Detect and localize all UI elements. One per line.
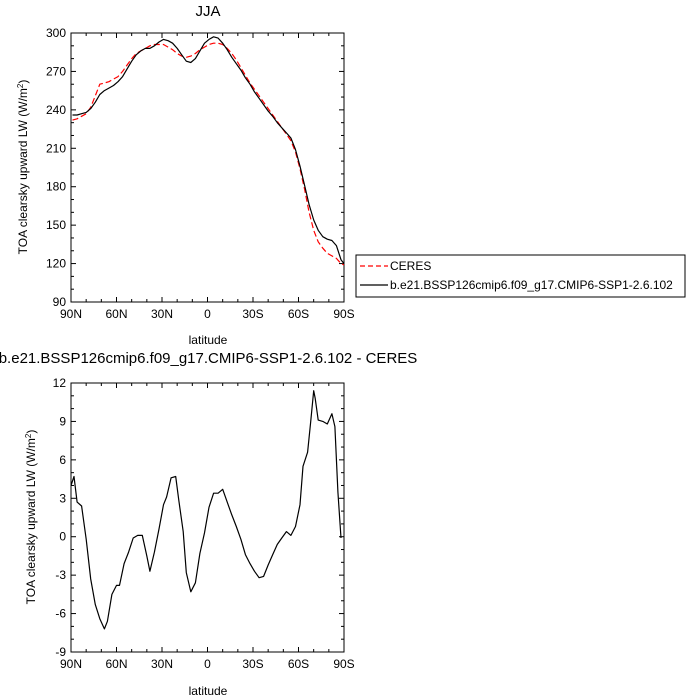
difference-plot-area: 90N 60N 30N 0 30S 60S 90S -9 -6 -3 0 3 6 9 12	[53, 376, 355, 671]
top-y-tick-label: 120	[46, 257, 66, 271]
top-x-tick-label: 30N	[151, 307, 173, 321]
top-series-line-0	[72, 42, 345, 266]
bottom-x-tick-label: 60N	[105, 657, 127, 671]
bottom-x-tick-label: 60S	[288, 657, 309, 671]
legend-item-ceres: CERES	[360, 259, 431, 273]
top-y-tick-label: 240	[46, 103, 66, 117]
bottom-x-tick-label: 90N	[60, 657, 82, 671]
legend-box	[355, 254, 686, 298]
top-y-tick-label: 150	[46, 218, 66, 232]
bottom-y-tick-label: 0	[59, 530, 66, 544]
bottom-y-tick-label: 6	[59, 453, 66, 467]
bottom-x-tick-label: 30N	[151, 657, 173, 671]
top-x-tick-label: 30S	[242, 307, 263, 321]
legend-item-model: b.e21.BSSP126cmip6.f09_g17.CMIP6-SSP1-2.…	[360, 278, 673, 292]
top-y-tick-label: 300	[46, 26, 66, 40]
bottom-x-tick-label: 30S	[242, 657, 263, 671]
bottom-x-tick-label: 90S	[333, 657, 354, 671]
top-x-tick-label: 60N	[105, 307, 127, 321]
bottom-panel: b.e21.BSSP126cmip6.f09_g17.CMIP6-SSP1-2.…	[0, 350, 417, 698]
difference-y-axis-label: TOA clearsky upward LW (W/m2)	[24, 430, 39, 605]
bottom-y-tick-label: 9	[59, 414, 66, 428]
y-axis-label: TOA clearsky upward LW (W/m2)	[16, 80, 31, 255]
difference-chart-title: b.e21.BSSP126cmip6.f09_g17.CMIP6-SSP1-2.…	[0, 350, 417, 367]
top-x-tick-label: 0	[204, 307, 211, 321]
top-y-tick-label: 270	[46, 64, 66, 78]
bottom-y-tick-label: 12	[53, 376, 67, 390]
difference-x-axis-label: latitude	[189, 684, 228, 698]
bottom-y-tick-label: 3	[59, 491, 66, 505]
top-x-tick-label: 60S	[288, 307, 309, 321]
top-x-tick-label: 90S	[333, 307, 354, 321]
bottom-x-tick-label: 0	[204, 657, 211, 671]
top-y-tick-label: 90	[53, 295, 67, 309]
bottom-y-tick-label: -3	[55, 568, 66, 582]
top-panel: JJA 90N 60N 30N 0 30S 60S 90S 90 120 150 180 210 240…	[16, 3, 686, 347]
top-plot-frame	[70, 32, 345, 303]
top-y-tick-label: 210	[46, 141, 66, 155]
bottom-series-line-0	[70, 390, 342, 630]
legend-label-ceres: CERES	[390, 259, 431, 273]
x-axis-label: latitude	[189, 333, 228, 347]
plot-area: 90N 60N 30N 0 30S 60S 90S 90 120 150 180 210 240 270 3…	[46, 26, 355, 321]
top-series-line-1	[72, 36, 345, 264]
legend: CERES b.e21.BSSP126cmip6.f09_g17.CMIP6-S…	[355, 254, 686, 298]
bottom-y-tick-label: -6	[55, 607, 66, 621]
legend-label-model: b.e21.BSSP126cmip6.f09_g17.CMIP6-SSP1-2.…	[390, 278, 673, 292]
top-x-tick-label: 90N	[60, 307, 82, 321]
chart-title: JJA	[195, 3, 220, 20]
top-y-tick-label: 180	[46, 180, 66, 194]
bottom-y-tick-label: -9	[55, 645, 66, 659]
